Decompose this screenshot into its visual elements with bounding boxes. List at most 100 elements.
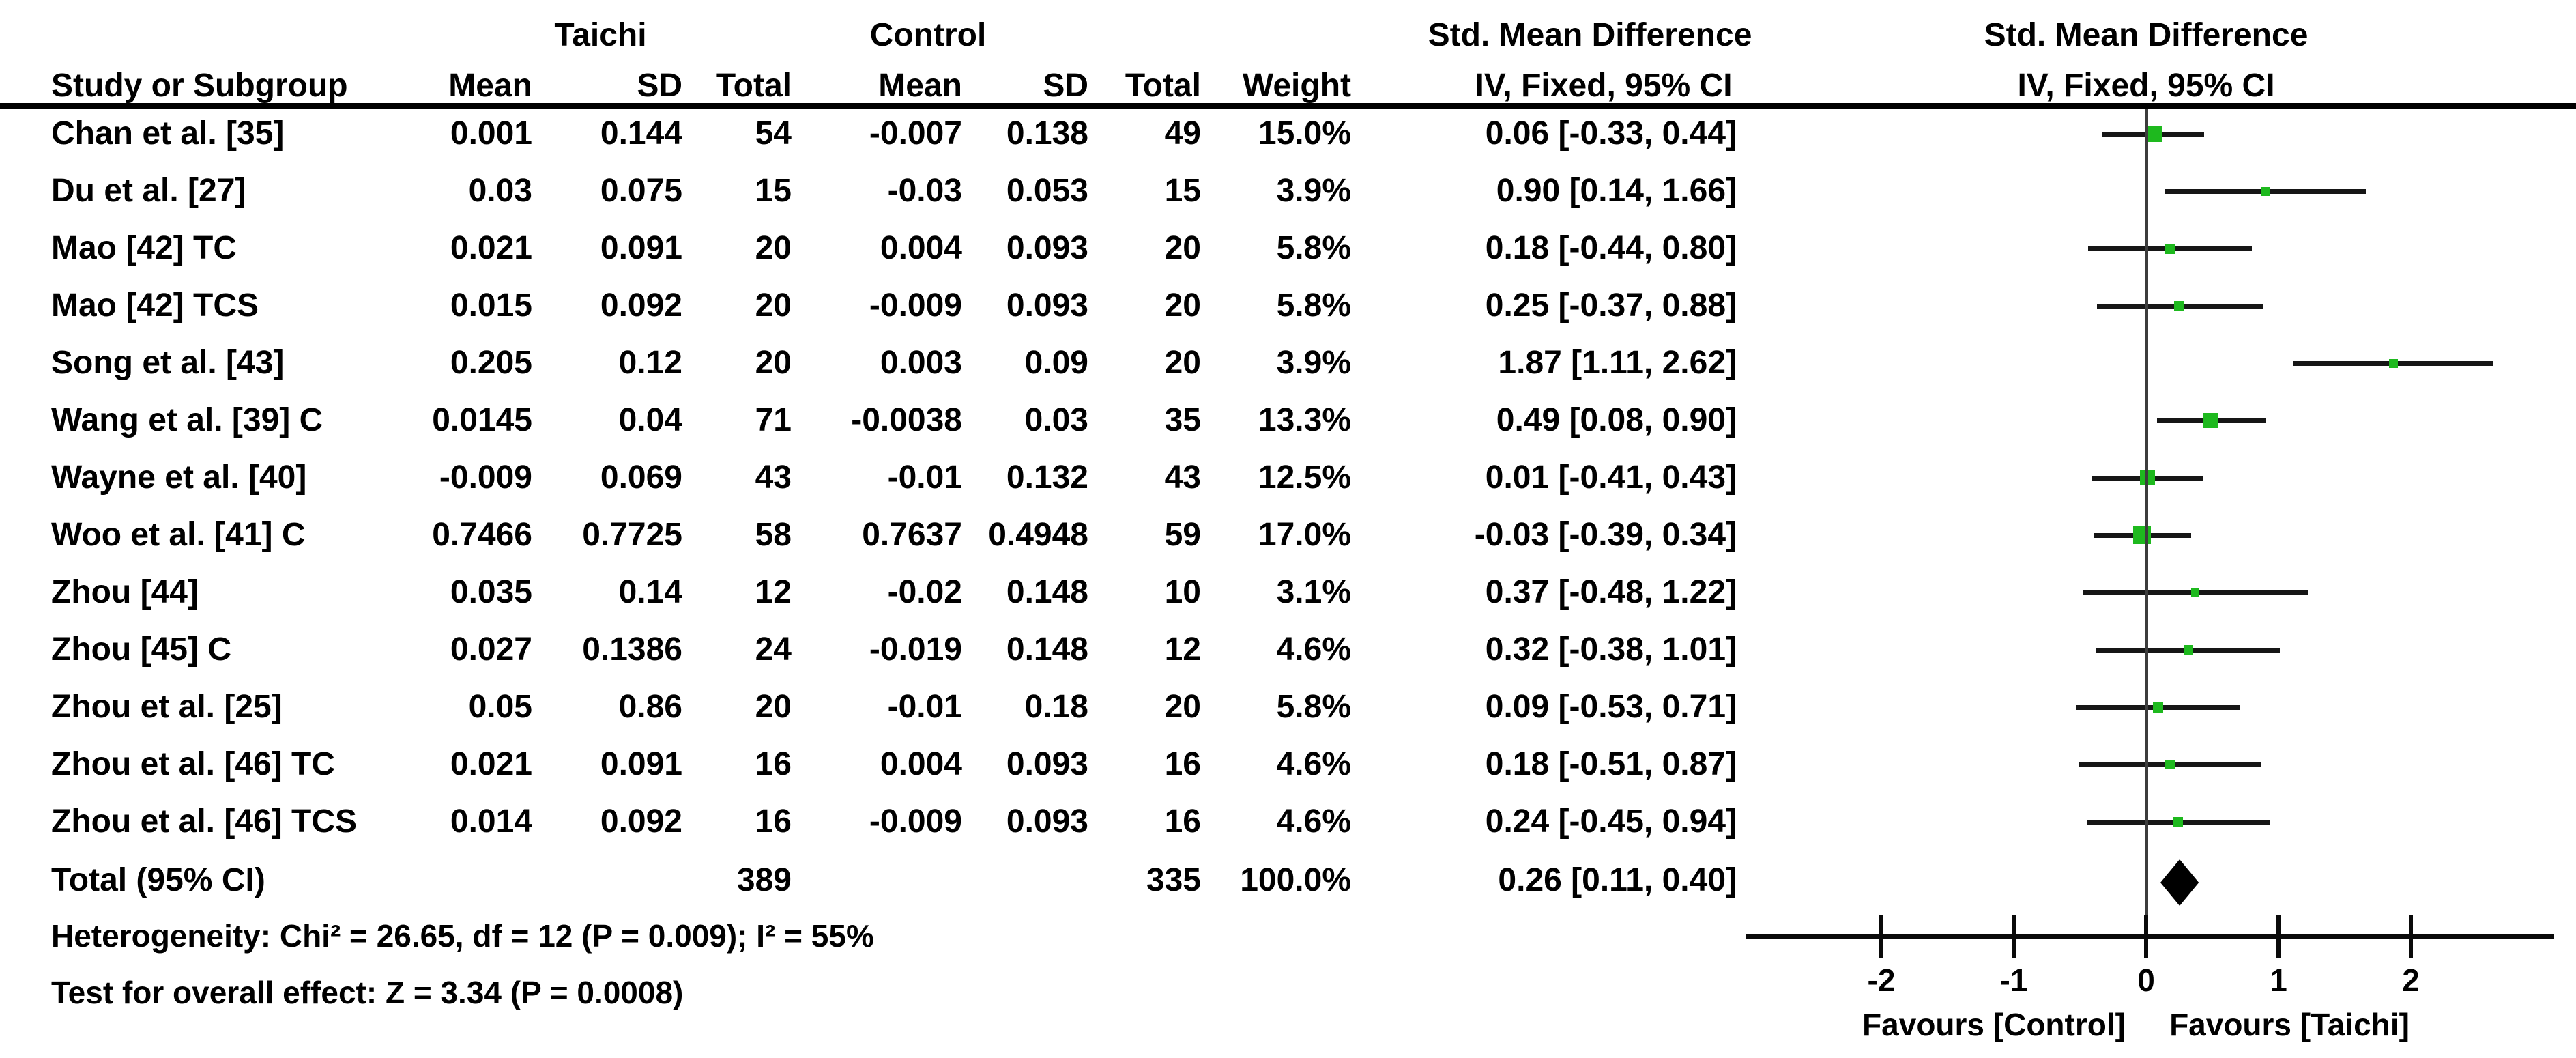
cell-t_sd: 0.075 xyxy=(600,173,682,209)
cell-c_total: 20 xyxy=(1164,287,1201,324)
study-row: Woo et al. [41] C 0.7466 0.7725 58 0.7637 0.4… xyxy=(0,506,2576,564)
cell-t_mean: 0.001 xyxy=(450,115,532,152)
cell-c_mean: 0.7637 xyxy=(862,517,962,553)
cell-c_sd: 0.138 xyxy=(1006,115,1088,152)
cell-t_sd: 0.1386 xyxy=(582,631,682,668)
pooled-effect-diamond xyxy=(2160,859,2199,906)
cell-t_total: 12 xyxy=(755,574,792,610)
cell-c_sd: 0.093 xyxy=(1006,746,1088,782)
total-ci: 0.26 [0.11, 0.40] xyxy=(1498,862,1737,898)
cell-t_total: 15 xyxy=(755,173,792,209)
axis-tick-label: 0 xyxy=(2137,962,2155,998)
cell-ci: 0.18 [-0.44, 0.80] xyxy=(1485,230,1737,266)
cell-weight: 5.8% xyxy=(1276,230,1351,266)
cell-t_mean: 0.0145 xyxy=(432,402,532,438)
cell-weight: 5.8% xyxy=(1276,689,1351,725)
heterogeneity-note: Heterogeneity: Chi² = 26.65, df = 12 (P … xyxy=(51,918,874,954)
overall-effect-note: Test for overall effect: Z = 3.34 (P = 0… xyxy=(51,975,684,1010)
cell-c_mean: 0.004 xyxy=(880,230,962,266)
control-total-header: Total xyxy=(1125,68,1201,104)
cell-c_mean: -0.007 xyxy=(869,115,962,152)
cell-c_total: 59 xyxy=(1164,517,1201,553)
cell-weight: 4.6% xyxy=(1276,803,1351,840)
cell-t_mean: 0.05 xyxy=(468,689,532,725)
axis-tick xyxy=(2012,915,2016,958)
cell-t_total: 58 xyxy=(755,517,792,553)
effect-marker xyxy=(2261,186,2270,196)
cell-c_total: 49 xyxy=(1164,115,1201,152)
cell-t_sd: 0.14 xyxy=(618,574,682,610)
cell-ci: -0.03 [-0.39, 0.34] xyxy=(1474,517,1737,553)
study-row: Mao [42] TC 0.021 0.091 20 0.004 0.093 20 5.8% 0… xyxy=(0,220,2576,277)
study-label: Wang et al. [39] C xyxy=(51,402,323,438)
cell-c_total: 12 xyxy=(1164,631,1201,668)
study-row: Zhou et al. [46] TC 0.021 0.091 16 0.004 0.09… xyxy=(0,736,2576,793)
x-axis xyxy=(1746,934,2554,939)
effect-header: Std. Mean Difference xyxy=(1428,17,1752,53)
effect-marker xyxy=(2165,243,2175,254)
cell-t_total: 20 xyxy=(755,287,792,324)
cell-c_sd: 0.09 xyxy=(1024,345,1088,381)
cell-c_sd: 0.4948 xyxy=(988,517,1088,553)
cell-t_total: 24 xyxy=(755,631,792,668)
cell-weight: 5.8% xyxy=(1276,287,1351,324)
cell-c_mean: -0.01 xyxy=(887,459,962,496)
cell-c_mean: 0.004 xyxy=(880,746,962,782)
cell-ci: 0.06 [-0.33, 0.44] xyxy=(1485,115,1737,152)
study-label: Zhou [45] C xyxy=(51,631,231,668)
study-label: Du et al. [27] xyxy=(51,173,246,209)
study-label: Zhou [44] xyxy=(51,574,199,610)
total-control-n: 335 xyxy=(1146,862,1201,898)
cell-t_mean: 0.021 xyxy=(450,230,532,266)
effect-marker xyxy=(2133,526,2152,544)
cell-t_sd: 0.091 xyxy=(600,230,682,266)
study-label: Zhou et al. [25] xyxy=(51,689,283,725)
cell-t_sd: 0.144 xyxy=(600,115,682,152)
cell-t_total: 43 xyxy=(755,459,792,496)
cell-t_sd: 0.091 xyxy=(600,746,682,782)
axis-tick xyxy=(2276,915,2281,958)
cell-weight: 17.0% xyxy=(1258,517,1351,553)
cell-t_mean: 0.014 xyxy=(450,803,532,840)
effect-marker xyxy=(2184,645,2194,655)
study-row: Wang et al. [39] C 0.0145 0.04 71 -0.0038 0.0… xyxy=(0,392,2576,449)
cell-t_total: 20 xyxy=(755,345,792,381)
cell-c_mean: -0.009 xyxy=(869,287,962,324)
study-label: Wayne et al. [40] xyxy=(51,459,307,496)
cell-weight: 4.6% xyxy=(1276,746,1351,782)
cell-t_mean: 0.7466 xyxy=(432,517,532,553)
cell-c_sd: 0.093 xyxy=(1006,230,1088,266)
cell-c_sd: 0.093 xyxy=(1006,287,1088,324)
cell-c_sd: 0.148 xyxy=(1006,574,1088,610)
effect-method-header: IV, Fixed, 95% CI xyxy=(1475,68,1733,104)
cell-t_total: 54 xyxy=(755,115,792,152)
effect-marker xyxy=(2173,817,2183,827)
cell-c_total: 35 xyxy=(1164,402,1201,438)
cell-c_total: 16 xyxy=(1164,803,1201,840)
cell-t_sd: 0.86 xyxy=(618,689,682,725)
effect-marker xyxy=(2152,702,2163,713)
effect-marker xyxy=(2145,126,2162,142)
study-label: Song et al. [43] xyxy=(51,345,285,381)
header-separator xyxy=(0,103,2576,109)
favours-right-label: Favours [Taichi] xyxy=(2169,1007,2409,1042)
axis-tick xyxy=(2144,915,2148,958)
cell-ci: 0.09 [-0.53, 0.71] xyxy=(1485,689,1737,725)
axis-tick-label: -1 xyxy=(1999,962,2028,998)
cell-weight: 3.1% xyxy=(1276,574,1351,610)
axis-tick-label: 1 xyxy=(2270,962,2287,998)
cell-ci: 0.32 [-0.38, 1.01] xyxy=(1485,631,1737,668)
cell-c_total: 20 xyxy=(1164,230,1201,266)
cell-ci: 0.90 [0.14, 1.66] xyxy=(1496,173,1737,209)
cell-c_mean: -0.02 xyxy=(887,574,962,610)
cell-c_total: 20 xyxy=(1164,345,1201,381)
cell-weight: 3.9% xyxy=(1276,345,1351,381)
effect-marker xyxy=(2203,413,2219,428)
study-label: Chan et al. [35] xyxy=(51,115,285,152)
study-column-header: Study or Subgroup xyxy=(51,68,348,104)
study-label: Zhou et al. [46] TCS xyxy=(51,803,358,840)
cell-c_sd: 0.148 xyxy=(1006,631,1088,668)
cell-t_sd: 0.092 xyxy=(600,803,682,840)
study-row: Wayne et al. [40] -0.009 0.069 43 -0.01 0.132… xyxy=(0,449,2576,506)
study-label: Mao [42] TC xyxy=(51,230,237,266)
